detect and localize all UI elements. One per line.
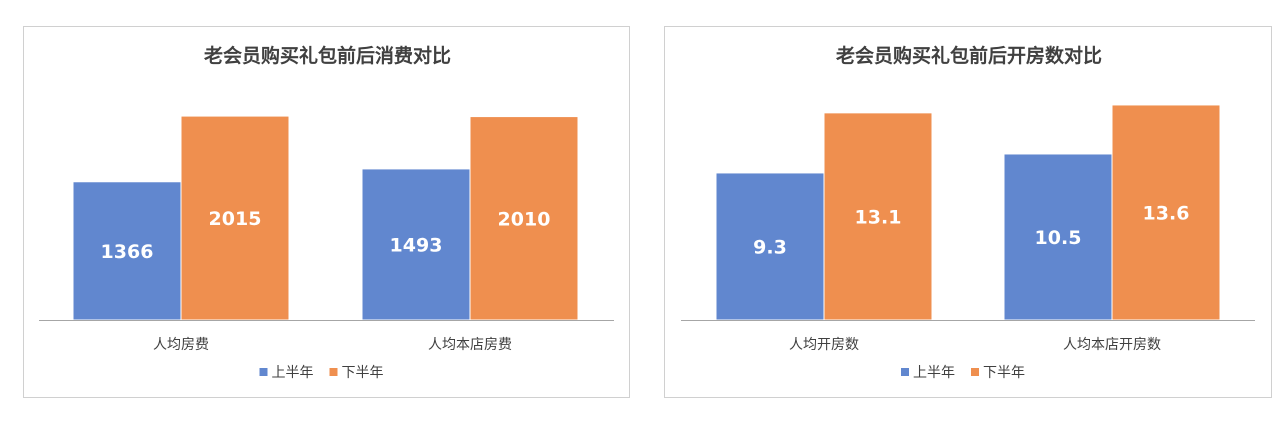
bar-h2-0 [823,112,933,321]
legend-label-1: 下半年 [342,365,384,381]
category-label: 人均本店房费 [428,337,512,353]
bar-h1-0 [72,181,182,321]
bar-h2-0 [180,115,290,321]
data-label: 1493 [390,234,443,256]
legend-label-1: 下半年 [983,365,1025,381]
bar-h1-1 [361,168,471,321]
legend-label-0: 上半年 [272,365,314,381]
chart-rooms: 老会员购买礼包前后开房数对比 9.3 13.1 人均开房数 10.5 13.6 人均本店开房… [681,44,1255,381]
legend-swatch-1 [971,368,979,376]
category-label: 人均房费 [153,337,209,353]
category-label: 人均开房数 [789,337,859,353]
data-label: 1366 [101,241,154,263]
data-label: 13.1 [855,206,902,228]
data-label: 10.5 [1035,227,1082,249]
bar-h2-1 [469,116,579,321]
legend-label-0: 上半年 [913,365,955,381]
legend-swatch-0 [259,368,268,376]
chart-panel-spending: 老会员购买礼包前后消费对比 1366 2015 人均房费 1493 2010 人均本店房费上… [23,26,630,398]
data-label: 2010 [498,208,551,230]
legend-swatch-1 [329,368,338,376]
data-label: 2015 [209,208,262,230]
bar-h2-1 [1111,104,1221,321]
chart-spending: 老会员购买礼包前后消费对比 1366 2015 人均房费 1493 2010 人均本店房费上… [39,44,614,381]
legend-swatch-0 [901,368,909,376]
data-label: 9.3 [753,236,787,258]
data-label: 13.6 [1143,202,1190,224]
chart-panel-rooms: 老会员购买礼包前后开房数对比 9.3 13.1 人均开房数 10.5 13.6 人均本店开房… [664,26,1272,398]
chart-title: 老会员购买礼包前后开房数对比 [836,44,1102,67]
chart-title: 老会员购买礼包前后消费对比 [204,44,451,67]
category-label: 人均本店开房数 [1063,337,1161,353]
